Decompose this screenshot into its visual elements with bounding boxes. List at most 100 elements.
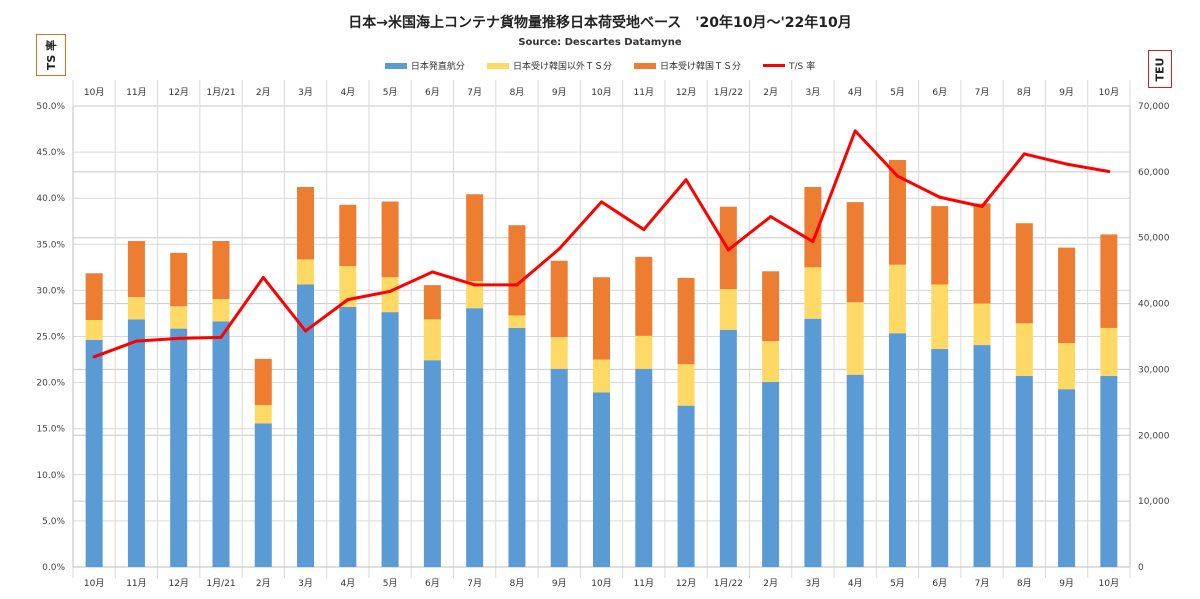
x-tick-label-top: 9月: [552, 87, 567, 98]
bar-korea-ts: [254, 358, 272, 405]
bar-direct: [254, 423, 272, 567]
bar-direct: [1100, 376, 1118, 567]
x-tick-label-bottom: 9月: [552, 578, 567, 589]
bar-korea-ts: [550, 260, 568, 338]
ts-rate-point: [600, 200, 603, 204]
x-tick-label-bottom: 3月: [806, 578, 821, 589]
y-tick-label-right: 50,000: [1138, 234, 1170, 244]
x-tick-label-bottom: 6月: [932, 578, 947, 589]
bar-direct: [339, 306, 357, 567]
y-tick-label-right: 30,000: [1138, 365, 1170, 375]
bar-direct: [635, 368, 653, 567]
x-tick-label-top: 8月: [510, 87, 525, 98]
y-tick-label-left: 15.0%: [36, 425, 65, 435]
ts-rate-point: [304, 329, 308, 333]
bar-other-ts: [931, 284, 949, 350]
x-tick-label-top: 1月/21: [206, 87, 235, 98]
chart-subtitle: Source: Descartes Datamyne: [518, 37, 682, 48]
ts-rate-point: [1065, 162, 1069, 166]
x-tick-label-top: 10月: [1099, 87, 1119, 98]
bar-other-ts: [254, 404, 272, 424]
ts-rate-point: [1022, 152, 1026, 156]
ts-rate-point: [684, 178, 688, 182]
x-tick-label-bottom: 10月: [1099, 578, 1119, 589]
x-tick-label-top: 4月: [848, 87, 863, 98]
x-tick-label-bottom: 4月: [848, 578, 863, 589]
x-tick-label-top: 9月: [1059, 87, 1074, 98]
bar-korea-ts: [381, 201, 399, 278]
x-tick-label-bottom: 9月: [1059, 578, 1074, 589]
x-tick-label-bottom: 5月: [890, 578, 905, 589]
y-tick-label-left: 20.0%: [36, 379, 65, 389]
x-tick-label-bottom: 2月: [256, 578, 271, 589]
y-tick-label-right: 0: [1138, 563, 1144, 573]
ts-rate-point: [853, 129, 857, 133]
y-tick-label-right: 20,000: [1138, 431, 1170, 441]
bar-direct: [973, 345, 991, 567]
x-tick-label-bottom: 8月: [510, 578, 525, 589]
bar-direct: [1015, 376, 1033, 567]
bar-korea-ts: [846, 202, 864, 303]
legend-label-ts-rate: T/S 率: [788, 62, 816, 72]
y-tick-label-left: 10.0%: [36, 471, 65, 481]
bar-other-ts: [381, 277, 399, 313]
bar-korea-ts: [85, 273, 103, 321]
bar-other-ts: [1015, 323, 1033, 377]
bar-direct: [212, 321, 230, 567]
legend-label-other-ts: 日本受け韓国以外ＴＳ分: [512, 62, 612, 72]
ts-rate-point: [557, 247, 561, 251]
ts-rate-point: [811, 240, 815, 244]
bar-korea-ts: [973, 203, 991, 304]
bar-direct: [719, 329, 737, 567]
bar-other-ts: [1058, 343, 1076, 390]
ts-rate-point: [473, 283, 477, 287]
ts-rate-point: [219, 335, 223, 339]
bar-direct: [593, 392, 610, 567]
bar-other-ts: [297, 259, 315, 285]
bar-korea-ts: [339, 204, 357, 267]
bar-korea-ts: [212, 241, 230, 299]
ts-rate-point: [642, 228, 646, 232]
ts-rate-point: [134, 339, 138, 343]
x-tick-label-bottom: 12月: [676, 578, 696, 589]
x-tick-label-top: 2月: [256, 87, 271, 98]
bar-other-ts: [888, 264, 906, 334]
ts-rate-point: [980, 204, 984, 208]
x-tick-label-bottom: 10月: [84, 578, 104, 589]
bar-other-ts: [85, 320, 103, 340]
x-tick-label-bottom: 1月/21: [206, 578, 235, 589]
legend-swatch-korea-ts: [633, 62, 656, 69]
ts-rate-point: [895, 174, 899, 178]
x-tick-label-top: 5月: [383, 87, 398, 98]
x-tick-label-bottom: 2月: [763, 578, 778, 589]
x-tick-label-top: 7月: [975, 87, 990, 98]
bar-korea-ts: [466, 194, 484, 282]
bar-direct: [466, 308, 484, 567]
ts-rate-point: [261, 275, 265, 279]
bar-other-ts: [635, 335, 653, 369]
bar-korea-ts: [1100, 234, 1118, 328]
bar-other-ts: [212, 298, 230, 322]
x-tick-label-top: 3月: [806, 87, 821, 98]
x-tick-label-top: 1月/22: [714, 87, 743, 98]
x-tick-label-bottom: 12月: [168, 578, 188, 589]
x-tick-label-top: 6月: [932, 87, 947, 98]
ts-rate-point: [1107, 169, 1111, 173]
bar-korea-ts: [170, 252, 188, 307]
legend-item-direct: 日本発直航分: [384, 59, 465, 72]
bar-direct: [170, 328, 188, 567]
chart-title: 日本→米国海上コンテナ貨物量推移日本荷受地ベース '20年10月～'22年10月: [348, 15, 852, 31]
bar-other-ts: [550, 337, 568, 369]
bar-direct: [85, 339, 103, 567]
bar-direct: [762, 381, 780, 567]
bar-korea-ts: [762, 271, 780, 342]
bar-other-ts: [508, 315, 526, 328]
bar-direct: [804, 318, 822, 567]
legend-swatch-other-ts: [486, 62, 509, 69]
x-tick-label-bottom: 5月: [383, 578, 398, 589]
bar-korea-ts: [593, 277, 610, 360]
legend-swatch-ts-rate: [762, 64, 785, 67]
x-tick-label-top: 7月: [467, 87, 482, 98]
x-tick-label-bottom: 7月: [467, 578, 482, 589]
x-tick-label-bottom: 3月: [298, 578, 313, 589]
